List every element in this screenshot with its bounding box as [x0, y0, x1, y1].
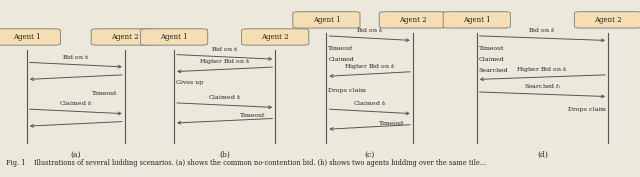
- Text: Searched $t_i$: Searched $t_i$: [524, 82, 561, 91]
- Text: Bid on $t_i$: Bid on $t_i$: [356, 26, 383, 35]
- Text: (b): (b): [220, 151, 230, 159]
- Text: Agent 1: Agent 1: [160, 33, 188, 41]
- Text: Bid on $t_i$: Bid on $t_i$: [211, 45, 239, 54]
- Text: Claimed: Claimed: [479, 57, 504, 62]
- Text: Fig. 1    Illustrations of several bidding scenarios. (a) shows the common no-co: Fig. 1 Illustrations of several bidding …: [6, 159, 486, 167]
- Text: Drops claim: Drops claim: [328, 88, 366, 93]
- Text: Claimed $t_i$: Claimed $t_i$: [353, 99, 387, 108]
- Text: (c): (c): [364, 151, 375, 159]
- Text: Timeout: Timeout: [328, 46, 354, 51]
- Text: Timeout: Timeout: [240, 113, 266, 118]
- Text: Timeout: Timeout: [379, 121, 404, 125]
- FancyBboxPatch shape: [242, 29, 309, 45]
- FancyBboxPatch shape: [380, 12, 447, 28]
- Text: Agent 2: Agent 2: [261, 33, 289, 41]
- FancyBboxPatch shape: [141, 29, 207, 45]
- FancyBboxPatch shape: [0, 29, 61, 45]
- Text: Searched: Searched: [479, 68, 508, 73]
- Text: Claimed $t_i$: Claimed $t_i$: [208, 93, 241, 102]
- FancyBboxPatch shape: [293, 12, 360, 28]
- Text: Higher Bid on $t_i$: Higher Bid on $t_i$: [344, 62, 396, 71]
- Text: Higher Bid on $t_i$: Higher Bid on $t_i$: [516, 65, 568, 74]
- Text: Claimed: Claimed: [328, 57, 354, 62]
- Text: Claimed $t_i$: Claimed $t_i$: [59, 99, 93, 108]
- Text: Drops claim: Drops claim: [568, 107, 606, 112]
- Text: (a): (a): [70, 151, 81, 159]
- Text: Bid on $t_i$: Bid on $t_i$: [62, 53, 90, 62]
- Text: Agent 2: Agent 2: [594, 16, 622, 24]
- FancyBboxPatch shape: [575, 12, 640, 28]
- FancyBboxPatch shape: [443, 12, 511, 28]
- Text: Timeout: Timeout: [92, 91, 117, 96]
- Text: Agent 2: Agent 2: [111, 33, 139, 41]
- Text: Higher Bid on $t_i$: Higher Bid on $t_i$: [198, 57, 251, 66]
- Text: Gives up: Gives up: [176, 80, 204, 85]
- Text: Agent 2: Agent 2: [399, 16, 427, 24]
- Text: Bid on $t_i$: Bid on $t_i$: [529, 26, 556, 35]
- Text: Agent 1: Agent 1: [463, 16, 491, 24]
- Text: (d): (d): [537, 151, 548, 159]
- Text: Timeout: Timeout: [479, 46, 504, 51]
- Text: Agent 1: Agent 1: [312, 16, 340, 24]
- FancyBboxPatch shape: [91, 29, 159, 45]
- Text: Agent 1: Agent 1: [13, 33, 41, 41]
